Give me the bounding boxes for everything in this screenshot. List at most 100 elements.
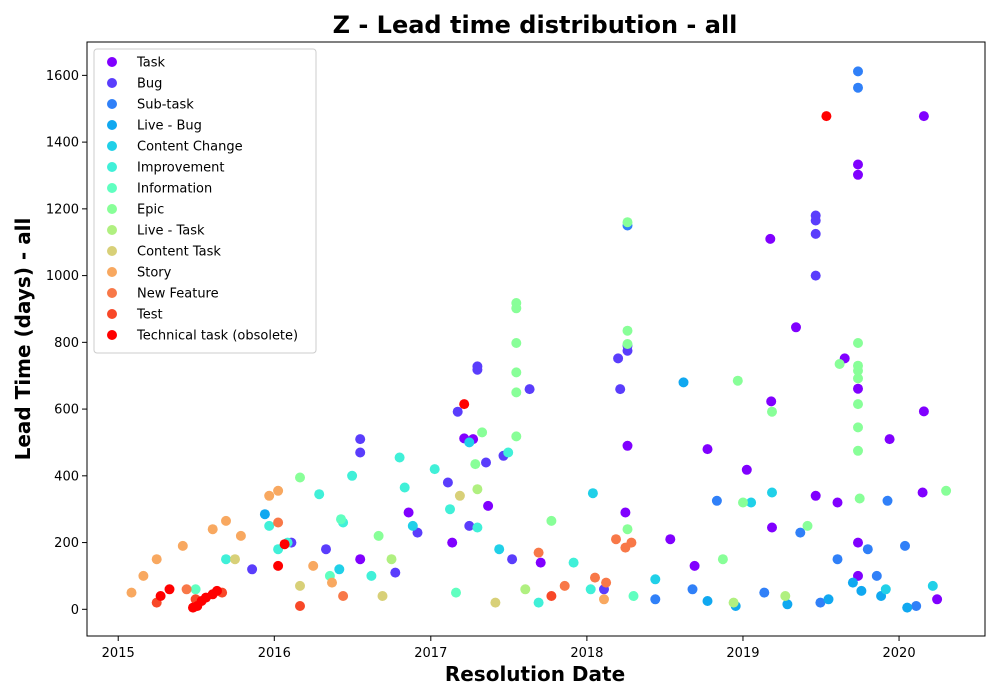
data-point: [212, 585, 222, 596]
x-tick-label: 2018: [570, 646, 603, 661]
data-point: [481, 457, 491, 468]
series-13: [155, 111, 832, 613]
data-point: [403, 507, 414, 518]
data-point: [585, 584, 596, 595]
data-point: [394, 452, 405, 463]
data-point: [810, 490, 821, 501]
series-1: [247, 210, 821, 595]
series-6: [190, 514, 639, 601]
legend-marker: [107, 288, 117, 298]
data-point: [853, 82, 863, 93]
legend-entry: Information: [137, 182, 212, 197]
data-point: [230, 554, 240, 565]
data-point: [503, 447, 514, 458]
data-point: [464, 520, 475, 531]
data-point: [717, 554, 728, 565]
data-point: [334, 564, 345, 575]
x-tick-label: 2015: [102, 646, 135, 661]
legend-marker: [107, 309, 117, 319]
y-tick-label: 0: [71, 603, 79, 618]
legend-marker: [107, 267, 117, 277]
data-point: [454, 490, 465, 501]
data-point: [273, 485, 284, 496]
data-point: [728, 597, 739, 608]
data-point: [535, 557, 546, 568]
data-point: [207, 524, 218, 535]
data-point: [366, 570, 377, 581]
data-point: [766, 396, 777, 407]
data-point: [941, 485, 952, 496]
data-point: [847, 577, 858, 588]
data-point: [832, 554, 843, 565]
data-point: [665, 534, 676, 545]
data-point: [155, 591, 166, 601]
data-point: [810, 270, 821, 281]
data-point: [377, 591, 388, 601]
data-point: [628, 591, 639, 601]
data-point: [442, 477, 453, 488]
chart-title: Z - Lead time distribution - all: [333, 11, 738, 39]
data-point: [546, 591, 557, 601]
data-point: [445, 504, 455, 515]
data-point: [650, 574, 661, 585]
series-11: [181, 517, 637, 601]
data-point: [620, 542, 631, 553]
data-point: [164, 584, 175, 595]
data-point: [355, 434, 366, 445]
data-point: [295, 601, 305, 611]
data-point: [601, 577, 612, 588]
data-point: [235, 530, 246, 541]
legend-box: [93, 48, 317, 354]
data-point: [853, 422, 863, 433]
data-point: [559, 580, 570, 591]
data-point: [765, 233, 776, 244]
data-point: [853, 365, 863, 376]
data-point: [494, 544, 505, 555]
y-tick-label: 200: [54, 536, 79, 551]
data-point: [615, 384, 626, 395]
data-point: [780, 591, 791, 601]
data-point: [678, 377, 689, 388]
data-point: [390, 567, 401, 578]
data-point: [151, 554, 162, 565]
data-point: [386, 554, 397, 565]
x-axis: 2015 2016 2017 2018 2019 2020: [102, 636, 916, 661]
data-point: [355, 447, 366, 458]
data-point: [810, 228, 821, 239]
data-point: [810, 215, 821, 226]
x-tick-label: 2020: [883, 646, 916, 661]
legend-marker: [107, 141, 117, 151]
data-point: [373, 530, 384, 541]
data-point: [190, 584, 201, 595]
data-point: [407, 520, 418, 531]
data-point: [853, 66, 863, 77]
data-point: [447, 537, 458, 548]
legend-entry: Bug: [137, 77, 162, 92]
data-point: [650, 594, 661, 605]
data-point: [429, 464, 440, 475]
data-point: [221, 554, 231, 565]
data-point: [533, 547, 544, 558]
data-point: [327, 577, 337, 588]
data-point: [314, 489, 325, 500]
legend-entry: Content Task: [137, 245, 221, 260]
data-point: [738, 497, 748, 508]
data-point: [853, 373, 863, 384]
data-point: [472, 484, 483, 495]
data-point: [459, 399, 470, 410]
data-point: [821, 111, 832, 122]
data-point: [347, 470, 358, 481]
legend: Task Bug Sub-task Live - Bug Content Change I…: [93, 48, 317, 354]
data-point: [452, 406, 463, 417]
y-tick-label: 400: [54, 469, 79, 484]
data-point: [802, 520, 813, 531]
legend-marker: [107, 78, 117, 88]
data-point: [472, 522, 483, 533]
data-point: [399, 482, 410, 493]
legend-entry: Live - Bug: [137, 119, 202, 134]
legend-entry: Improvement: [137, 161, 224, 176]
data-point: [247, 564, 258, 575]
data-point: [138, 570, 149, 581]
legend-marker: [107, 162, 117, 172]
data-point: [622, 217, 633, 228]
